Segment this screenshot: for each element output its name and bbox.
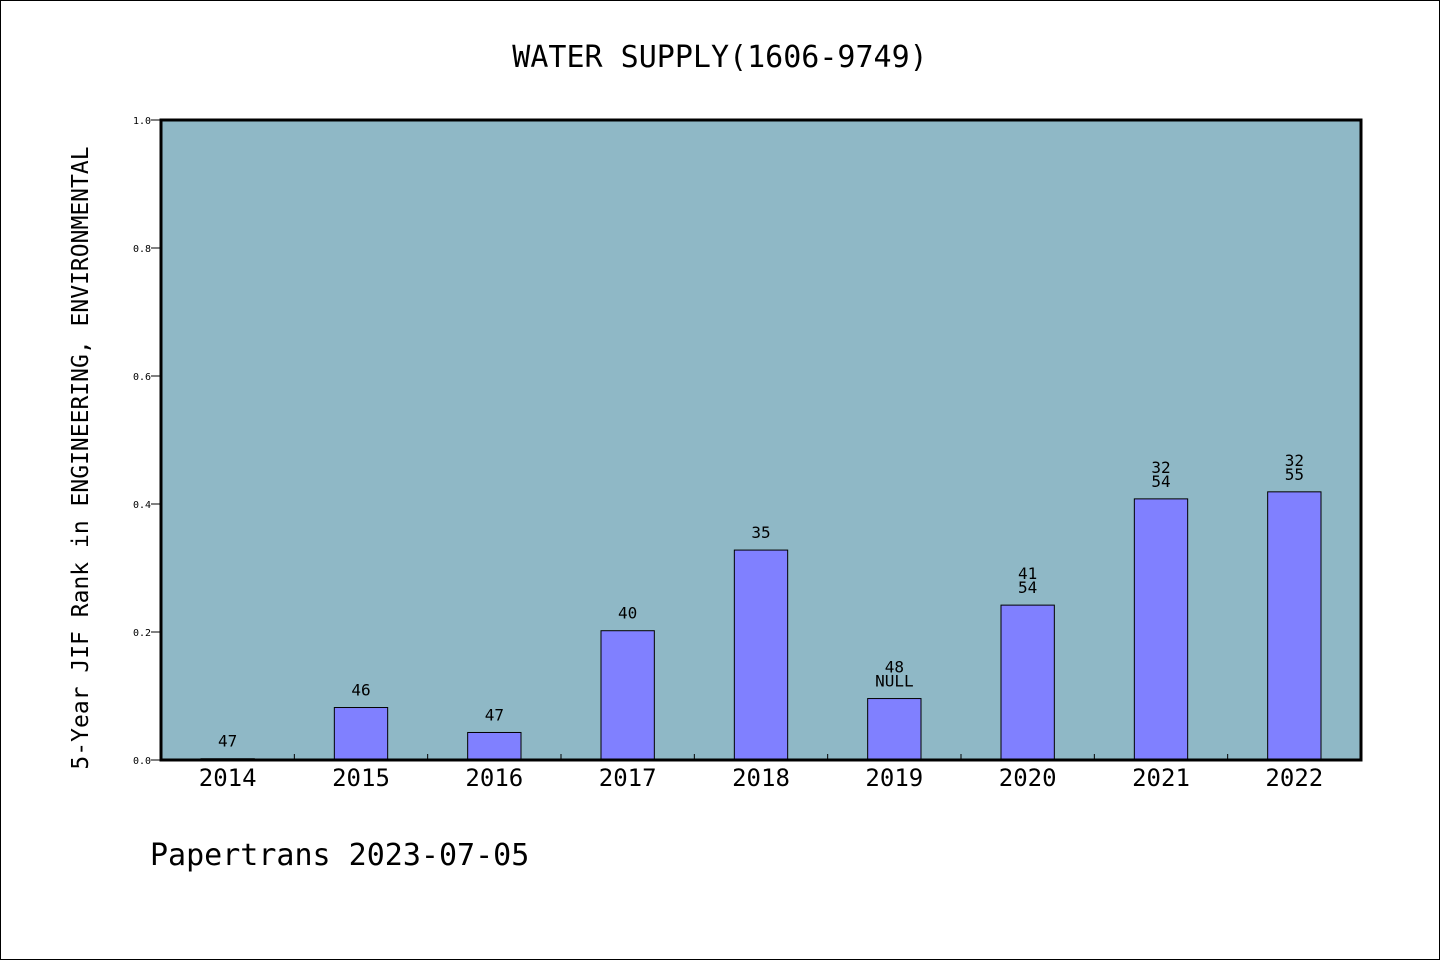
bar-label-2019-1: 48: [885, 658, 904, 677]
y-tick-label-0.6: 0.6: [133, 372, 151, 383]
y-tick-label-0.8: 0.8: [133, 244, 151, 255]
bar-2021: [1133, 498, 1189, 761]
bar-2019: [867, 698, 922, 761]
x-tick-label-2018: 2018: [732, 764, 790, 792]
bar-label-2021-2: 54: [1151, 472, 1170, 491]
footer-credit: Papertrans 2023-07-05: [150, 838, 529, 873]
plot-border: [159, 118, 1363, 762]
bar-label-2016-1: 47: [485, 705, 504, 724]
y-tick-label-1.0: 1.0: [133, 116, 151, 127]
bar-label-2014-1: 47: [218, 732, 237, 751]
bar-2020: [1000, 604, 1055, 761]
bar-label-2018-1: 35: [751, 523, 770, 542]
x-tick-label-2015: 2015: [332, 764, 390, 792]
bar-label-2022-1: 32: [1285, 451, 1304, 470]
bar-label-2015-1: 46: [351, 681, 370, 700]
chart-title: WATER SUPPLY(1606-9749): [512, 40, 927, 75]
bar-label-2019-2: NULL: [875, 672, 914, 691]
bar-label-2022-2: 55: [1285, 465, 1304, 484]
x-tick-label-2014: 2014: [199, 764, 257, 792]
y-tick-label-0.2: 0.2: [133, 628, 151, 639]
x-tick-label-2021: 2021: [1132, 764, 1190, 792]
bar-2016: [467, 731, 522, 761]
y-axis-label: 5-Year JIF Rank in ENGINEERING, ENVIRONM…: [68, 146, 94, 769]
x-axis: 2014 2015 2016 2017 2018 2019 2020 2021 2022: [199, 754, 1323, 792]
x-tick-label-2016: 2016: [465, 764, 523, 792]
bar-label-2017-1: 40: [618, 604, 637, 623]
y-axis: 0.0 0.2 0.4 0.6 0.8 1.0: [133, 116, 161, 767]
y-tick-label-0.4: 0.4: [133, 500, 151, 511]
bar-label-2020-1: 41: [1018, 564, 1037, 583]
y-tick-label-0.0: 0.0: [133, 756, 151, 767]
bar-2022: [1267, 491, 1322, 761]
x-tick-label-2020: 2020: [999, 764, 1057, 792]
x-tick-label-2017: 2017: [599, 764, 657, 792]
bar-2017: [600, 630, 655, 761]
bar-label-2020-2: 54: [1018, 578, 1037, 597]
bar-2018: [733, 549, 789, 761]
x-tick-label-2022: 2022: [1265, 764, 1323, 792]
bar-2015: [333, 707, 389, 761]
x-tick-label-2019: 2019: [865, 764, 923, 792]
bar-label-2021-1: 32: [1151, 458, 1170, 477]
